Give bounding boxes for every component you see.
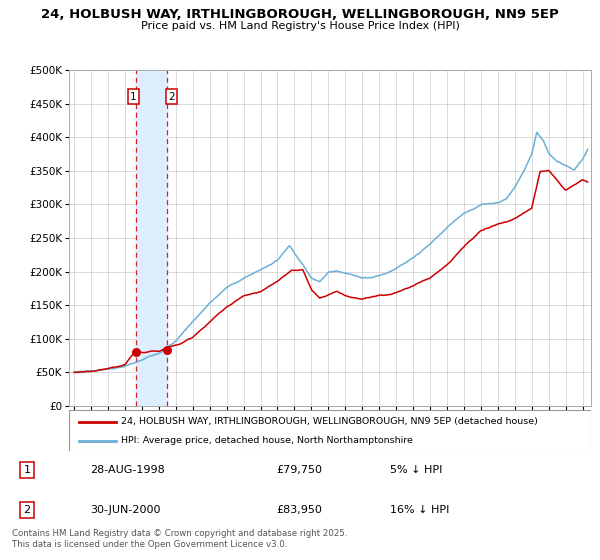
Text: £83,950: £83,950 — [276, 505, 322, 515]
Text: 24, HOLBUSH WAY, IRTHLINGBOROUGH, WELLINGBOROUGH, NN9 5EP (detached house): 24, HOLBUSH WAY, IRTHLINGBOROUGH, WELLIN… — [121, 417, 538, 426]
Text: 2: 2 — [23, 505, 31, 515]
Text: 2: 2 — [168, 92, 175, 102]
Text: £79,750: £79,750 — [276, 465, 322, 475]
Text: 5% ↓ HPI: 5% ↓ HPI — [390, 465, 442, 475]
Bar — [136, 70, 167, 406]
Text: Price paid vs. HM Land Registry's House Price Index (HPI): Price paid vs. HM Land Registry's House … — [140, 21, 460, 31]
Text: Contains HM Land Registry data © Crown copyright and database right 2025.
This d: Contains HM Land Registry data © Crown c… — [12, 529, 347, 549]
Text: 30-JUN-2000: 30-JUN-2000 — [90, 505, 161, 515]
Text: 1: 1 — [23, 465, 31, 475]
Text: 1: 1 — [130, 92, 137, 102]
Text: 24, HOLBUSH WAY, IRTHLINGBOROUGH, WELLINGBOROUGH, NN9 5EP: 24, HOLBUSH WAY, IRTHLINGBOROUGH, WELLIN… — [41, 8, 559, 21]
Text: 16% ↓ HPI: 16% ↓ HPI — [390, 505, 449, 515]
Text: HPI: Average price, detached house, North Northamptonshire: HPI: Average price, detached house, Nort… — [121, 436, 413, 445]
Text: 28-AUG-1998: 28-AUG-1998 — [90, 465, 165, 475]
FancyBboxPatch shape — [69, 410, 591, 451]
